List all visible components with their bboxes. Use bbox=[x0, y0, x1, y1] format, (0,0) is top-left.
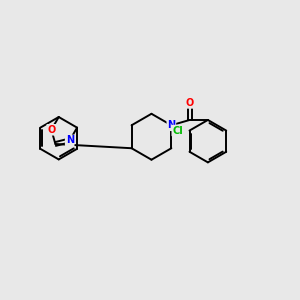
Text: N: N bbox=[167, 120, 175, 130]
Text: Cl: Cl bbox=[172, 126, 183, 136]
Text: O: O bbox=[47, 125, 56, 135]
Text: O: O bbox=[185, 98, 194, 108]
Text: N: N bbox=[66, 135, 74, 146]
